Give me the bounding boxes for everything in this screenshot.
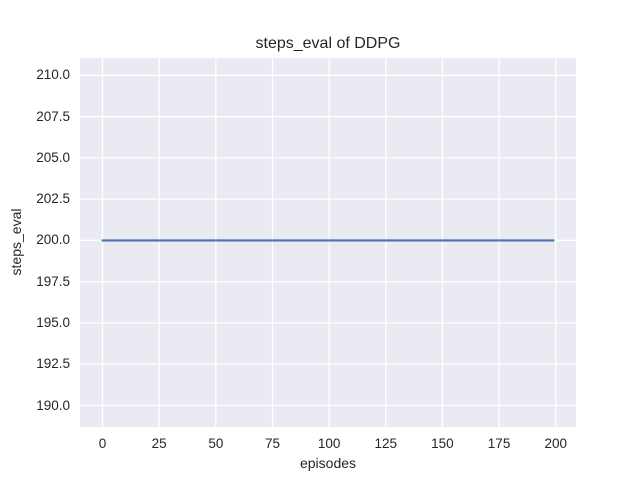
x-tick-label: 125 [374,436,398,451]
y-tick-label: 195.0 [36,314,70,330]
y-tick-label: 200.0 [36,232,70,248]
x-tick-label: 100 [317,436,341,451]
y-tick-label: 202.5 [36,191,70,207]
x-tick-label: 75 [264,436,280,451]
plot-background [80,58,576,427]
y-tick-label: 192.5 [36,356,70,372]
y-tick-label: 197.5 [36,273,70,289]
chart-title: steps_eval of DDPG [255,35,401,52]
y-tick-label: 205.0 [36,149,70,165]
x-tick-label: 25 [151,436,167,451]
x-axis-label: episodes [299,455,357,471]
x-tick-label: 200 [544,436,567,451]
y-tick-label: 190.0 [36,397,70,413]
x-tick-label: 0 [98,436,107,451]
y-tick-label: 210.0 [36,67,70,83]
x-tick-label: 50 [208,436,224,451]
x-tick-label: 150 [431,436,454,451]
y-tick-label: 207.5 [36,108,70,124]
x-tick-label: 175 [487,436,511,451]
